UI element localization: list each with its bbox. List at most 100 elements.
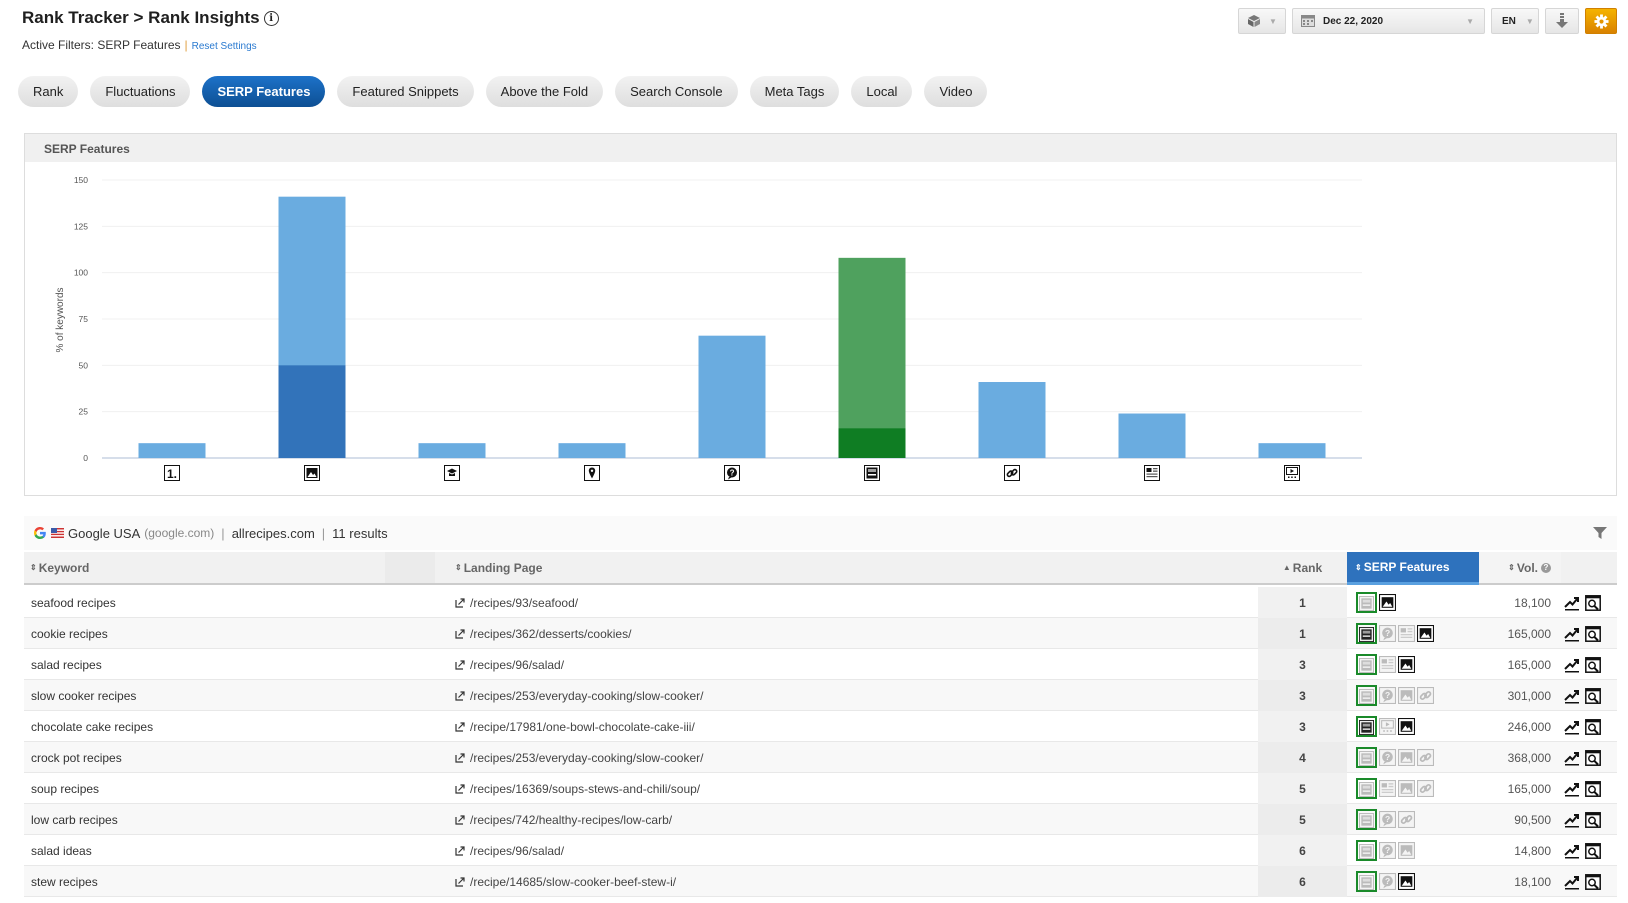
featured-snippet-icon[interactable] bbox=[1356, 716, 1377, 737]
landing-page-link[interactable]: /recipe/14685/slow-cooker-beef-stew-i/ bbox=[470, 874, 677, 889]
tab-meta-tags[interactable]: Meta Tags bbox=[749, 76, 840, 107]
tab-fluctuations[interactable]: Fluctuations bbox=[90, 76, 191, 107]
landing-page-link[interactable]: /recipes/742/healthy-recipes/low-carb/ bbox=[470, 812, 673, 827]
tab-featured-snippets[interactable]: Featured Snippets bbox=[337, 76, 474, 107]
serp-preview-icon[interactable] bbox=[1585, 749, 1601, 766]
serp-preview-icon[interactable] bbox=[1585, 718, 1601, 735]
landing-page-link[interactable]: /recipes/16369/soups-stews-and-chili/sou… bbox=[470, 781, 701, 796]
trend-chart-icon[interactable] bbox=[1564, 719, 1580, 735]
date-picker[interactable]: Dec 22, 2020 ▼ bbox=[1292, 8, 1485, 34]
image-icon[interactable] bbox=[1398, 718, 1415, 735]
landing-page-link[interactable]: /recipes/253/everyday-cooking/slow-cooke… bbox=[470, 750, 704, 765]
serp-preview-icon[interactable] bbox=[1585, 780, 1601, 797]
trend-chart-icon[interactable] bbox=[1564, 626, 1580, 642]
trend-chart-icon[interactable] bbox=[1564, 657, 1580, 673]
image-icon[interactable] bbox=[1398, 749, 1415, 766]
image-icon[interactable] bbox=[1398, 873, 1415, 890]
info-icon[interactable]: i bbox=[263, 10, 279, 26]
external-link-icon[interactable] bbox=[455, 752, 465, 763]
tab-video[interactable]: Video bbox=[924, 76, 988, 107]
trend-chart-icon[interactable] bbox=[1564, 874, 1580, 890]
landing-page-link[interactable]: /recipes/93/seafood/ bbox=[470, 595, 579, 610]
featured-snippet-icon[interactable] bbox=[1356, 778, 1377, 799]
external-link-icon[interactable] bbox=[455, 597, 465, 608]
serp-preview-icon[interactable] bbox=[1585, 811, 1601, 828]
image-icon[interactable] bbox=[1398, 687, 1415, 704]
sitelinks-icon[interactable] bbox=[1417, 749, 1434, 766]
featured-snippet-icon[interactable] bbox=[1356, 871, 1377, 892]
serp-preview-icon[interactable] bbox=[1585, 687, 1601, 704]
serp-preview-icon[interactable] bbox=[1585, 873, 1601, 890]
landing-page-link[interactable]: /recipes/96/salad/ bbox=[470, 843, 565, 858]
tab-rank[interactable]: Rank bbox=[18, 76, 79, 107]
people-also-ask-icon[interactable]: ? bbox=[1379, 625, 1396, 642]
news-icon[interactable] bbox=[1379, 656, 1396, 673]
external-link-icon[interactable] bbox=[455, 690, 465, 701]
help-icon[interactable]: ? bbox=[1541, 562, 1551, 573]
featured-snippet-icon[interactable] bbox=[1356, 623, 1377, 644]
trend-chart-icon[interactable] bbox=[1564, 750, 1580, 766]
landing-page-link[interactable]: /recipes/96/salad/ bbox=[470, 657, 565, 672]
column-header-keyword[interactable]: ⇕ Keyword bbox=[30, 552, 89, 583]
column-header-serp-features[interactable]: ⇕ SERP Features bbox=[1347, 552, 1479, 585]
featured-snippet-icon[interactable] bbox=[1356, 592, 1377, 613]
external-link-icon[interactable] bbox=[455, 628, 465, 639]
featured-snippet-icon[interactable] bbox=[1356, 654, 1377, 675]
column-header-volume[interactable]: ⇕ Vol.? bbox=[1479, 552, 1561, 583]
featured-snippet-icon[interactable] bbox=[1356, 840, 1377, 861]
featured-snippet-icon[interactable] bbox=[1356, 747, 1377, 768]
people-also-ask-icon[interactable]: ? bbox=[1379, 842, 1396, 859]
sitelinks-icon[interactable] bbox=[1417, 687, 1434, 704]
language-dropdown[interactable]: EN ▼ bbox=[1491, 8, 1539, 34]
image-icon[interactable] bbox=[1398, 656, 1415, 673]
sitelinks-icon[interactable] bbox=[1417, 780, 1434, 797]
download-button[interactable] bbox=[1545, 8, 1579, 34]
trend-chart-icon[interactable] bbox=[1564, 843, 1580, 859]
tab-search-console[interactable]: Search Console bbox=[615, 76, 738, 107]
filter-icon[interactable] bbox=[1593, 526, 1607, 540]
trend-chart-icon[interactable] bbox=[1564, 688, 1580, 704]
y-tick-label: 0 bbox=[83, 453, 88, 463]
rank-cell: 3 bbox=[1258, 649, 1347, 680]
image-icon[interactable] bbox=[1379, 594, 1396, 611]
featured-snippet-icon[interactable] bbox=[1356, 685, 1377, 706]
people-also-ask-icon[interactable]: ? bbox=[1379, 749, 1396, 766]
people-also-ask-icon[interactable]: ? bbox=[1379, 811, 1396, 828]
tab-above-the-fold[interactable]: Above the Fold bbox=[485, 76, 604, 107]
landing-page-link[interactable]: /recipe/17981/one-bowl-chocolate-cake-ii… bbox=[470, 719, 695, 734]
trend-chart-icon[interactable] bbox=[1564, 781, 1580, 797]
serp-preview-icon[interactable] bbox=[1585, 594, 1601, 611]
people-also-ask-icon[interactable]: ? bbox=[1379, 687, 1396, 704]
column-header-rank[interactable]: ▲ Rank bbox=[1258, 552, 1347, 583]
serp-preview-icon[interactable] bbox=[1585, 625, 1601, 642]
video-icon[interactable] bbox=[1379, 718, 1396, 735]
tab-serp-features[interactable]: SERP Features bbox=[202, 76, 326, 107]
external-link-icon[interactable] bbox=[455, 721, 465, 732]
trend-chart-icon[interactable] bbox=[1564, 595, 1580, 611]
serp-preview-icon[interactable] bbox=[1585, 842, 1601, 859]
project-dropdown[interactable]: ▼ bbox=[1238, 8, 1286, 34]
external-link-icon[interactable] bbox=[455, 659, 465, 670]
external-link-icon[interactable] bbox=[455, 783, 465, 794]
image-icon[interactable] bbox=[1398, 780, 1415, 797]
column-header-landing-page[interactable]: ⇕ Landing Page bbox=[455, 552, 542, 583]
landing-page-link[interactable]: /recipes/253/everyday-cooking/slow-cooke… bbox=[470, 688, 704, 703]
external-link-icon[interactable] bbox=[455, 814, 465, 825]
tab-local[interactable]: Local bbox=[851, 76, 913, 107]
image-icon[interactable] bbox=[1417, 625, 1434, 642]
table-row: salad ideas /recipes/96/salad/ 6 ? 14,80… bbox=[24, 835, 1617, 866]
landing-page-link[interactable]: /recipes/362/desserts/cookies/ bbox=[470, 626, 632, 641]
external-link-icon[interactable] bbox=[455, 845, 465, 856]
people-also-ask-icon[interactable]: ? bbox=[1379, 873, 1396, 890]
news-icon[interactable] bbox=[1379, 780, 1396, 797]
trend-chart-icon[interactable] bbox=[1564, 812, 1580, 828]
news-icon[interactable] bbox=[1398, 625, 1415, 642]
sitelinks-icon[interactable] bbox=[1398, 811, 1415, 828]
external-link-icon[interactable] bbox=[455, 876, 465, 887]
image-icon[interactable] bbox=[1398, 842, 1415, 859]
chart-panel-title: SERP Features bbox=[25, 134, 1616, 162]
reset-settings-link[interactable]: Reset Settings bbox=[191, 41, 257, 52]
settings-button[interactable] bbox=[1585, 8, 1617, 34]
serp-preview-icon[interactable] bbox=[1585, 656, 1601, 673]
featured-snippet-icon[interactable] bbox=[1356, 809, 1377, 830]
